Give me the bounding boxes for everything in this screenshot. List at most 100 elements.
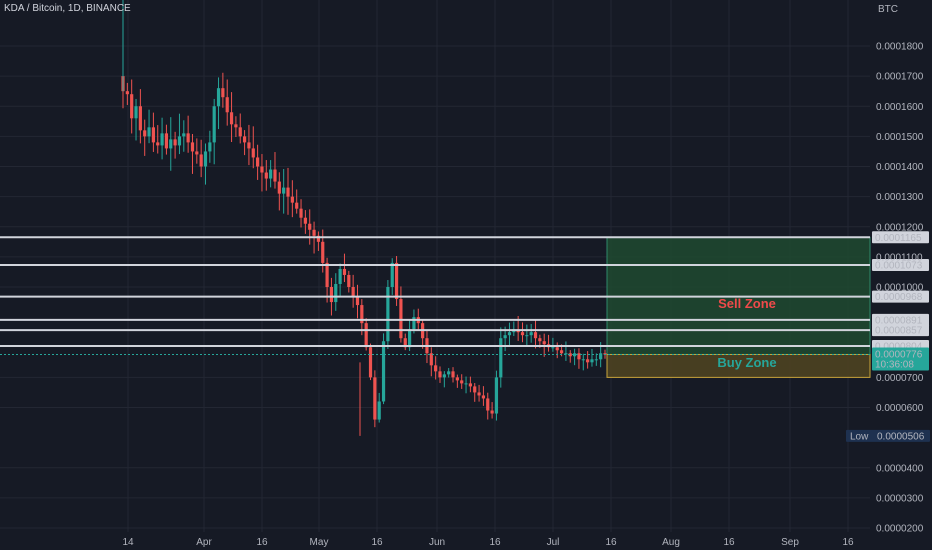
candle-body (481, 395, 486, 399)
candle-body (260, 166, 264, 173)
candle-body (156, 142, 160, 146)
level-price-label: 0.0000968 (875, 292, 923, 303)
candle-body (451, 371, 455, 378)
price-tick-label: 0.0000300 (876, 493, 924, 504)
time-tick-label: May (310, 537, 329, 548)
candle-body (190, 142, 195, 152)
buy-zone-box[interactable] (606, 353, 871, 378)
candle-body (238, 127, 242, 137)
candle-body (199, 154, 203, 167)
candle-body (151, 127, 155, 143)
current-price-tag[interactable] (872, 347, 929, 371)
candle-body (273, 169, 277, 182)
candle-body (377, 401, 381, 420)
price-tick-label: 0.0001600 (876, 102, 924, 113)
candle-body (368, 347, 373, 378)
low-price-label: 0.0000506 (877, 431, 925, 442)
candle-body (316, 235, 321, 242)
candle-body (494, 377, 499, 414)
candle-body (295, 202, 299, 209)
candle-body (173, 139, 177, 146)
candle-body (303, 217, 307, 224)
candle-body (412, 317, 416, 330)
candle-body (342, 268, 347, 275)
candle-body (407, 329, 412, 348)
buy-zone-label: Buy Zone (717, 355, 776, 370)
candle-body (286, 187, 290, 197)
candle-body (564, 353, 568, 355)
candle-body (269, 169, 273, 179)
currency-label: BTC (878, 4, 898, 15)
candle-body (386, 287, 390, 342)
candle-body (577, 353, 581, 360)
candle-body (182, 133, 186, 137)
candle-body (351, 287, 355, 297)
price-tick-label: 0.0001500 (876, 132, 924, 143)
candle-body (529, 332, 533, 336)
candles-layer (121, 0, 607, 436)
time-tick-label: 16 (842, 537, 854, 548)
candle-body (468, 383, 472, 387)
candle-body (447, 371, 451, 375)
price-tick-label: 0.0001700 (876, 72, 924, 83)
low-tag-label: Low (850, 431, 869, 442)
candle-body (160, 133, 164, 146)
candle-body (234, 124, 238, 128)
candle-body (542, 341, 546, 345)
level-price-tag (872, 259, 929, 272)
candle-countdown-label: 10:36:08 (875, 359, 914, 370)
candle-body (594, 359, 598, 361)
candle-body (334, 283, 338, 303)
candle-body (581, 359, 585, 361)
candle-body (225, 97, 229, 113)
time-tick-label: 14 (122, 537, 134, 548)
candle-body (477, 392, 481, 396)
candle-body (347, 274, 351, 287)
time-axis[interactable]: 14 Apr 16 May 16 Jun 16 Jul 16 Aug 16 Sep 16 (122, 537, 854, 548)
candle-body (169, 139, 173, 149)
candle-body (212, 106, 216, 143)
candle-body (403, 338, 407, 348)
candle-body (360, 305, 364, 324)
candle-body (338, 268, 342, 284)
candle-body (138, 106, 142, 131)
level-price-label: 0.0000804 (875, 342, 923, 353)
candle-body (264, 172, 268, 179)
candle-body (373, 377, 377, 420)
level-price-label: 0.0000857 (875, 326, 923, 337)
candle-body (399, 299, 403, 339)
candle-body (251, 148, 255, 158)
candle-body (125, 91, 129, 95)
time-tick-label: Aug (662, 537, 680, 548)
candle-body (438, 371, 442, 378)
candle-body (256, 157, 260, 167)
candle-body (195, 151, 199, 155)
candle-body (599, 353, 603, 360)
time-tick-label: Apr (196, 537, 212, 548)
candle-body (499, 338, 503, 378)
candle-body (503, 335, 507, 339)
candle-body (321, 241, 325, 263)
candle-body (533, 332, 538, 339)
price-tick-label: 0.0000700 (876, 373, 924, 384)
price-axis[interactable]: 0.0001800 0.0001700 0.0001600 0.0001500 0.00… (876, 4, 924, 535)
candle-body (464, 383, 468, 385)
candle-body (290, 196, 294, 203)
zones-layer: Sell Zone Buy Zone (606, 236, 871, 378)
candle-body (355, 296, 360, 306)
time-tick-label: Sep (781, 537, 799, 548)
price-tick-label: 0.0001800 (876, 42, 924, 53)
level-price-tag (872, 313, 929, 326)
candle-body (460, 380, 464, 384)
candle-body (143, 130, 147, 137)
candle-body (525, 335, 529, 337)
candle-body (299, 208, 303, 218)
candle-body (551, 347, 555, 349)
chart-title: KDA / Bitcoin, 1D, BINANCE (4, 3, 131, 14)
candle-body (364, 323, 368, 348)
candle-body (538, 338, 542, 342)
candle-body (559, 350, 564, 354)
candle-body (586, 359, 590, 363)
candle-body (394, 262, 399, 300)
